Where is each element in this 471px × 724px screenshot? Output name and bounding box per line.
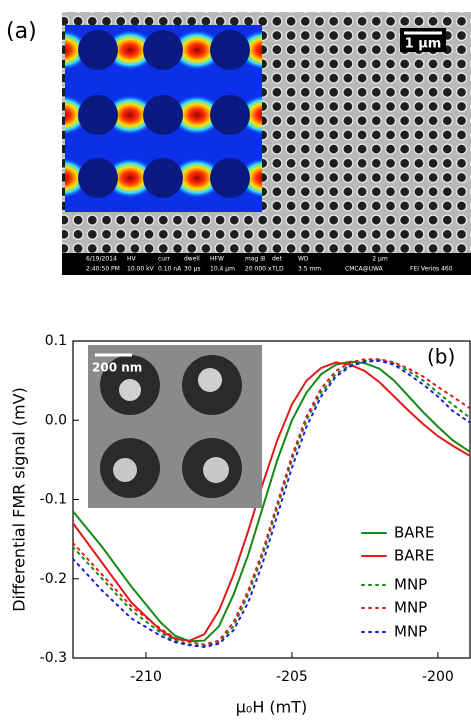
info-text: curr	[158, 256, 170, 263]
legend-label: MNP	[394, 623, 427, 641]
info-text: HV	[127, 256, 137, 263]
y-tick-label: 0.1	[45, 333, 67, 349]
info-text: HFW	[210, 256, 224, 263]
y-tick-label: -0.2	[40, 571, 67, 587]
hole	[78, 30, 118, 70]
info-text: WD	[298, 256, 309, 263]
info-text: 6/19/2014	[86, 256, 117, 263]
info-text: 10.4 μm	[210, 266, 235, 273]
hole	[78, 95, 118, 135]
hole	[210, 158, 250, 198]
x-tick-label: -210	[130, 669, 162, 685]
y-axis-label: Differential FMR signal (mV)	[10, 387, 29, 612]
field-map	[65, 25, 262, 212]
info-text: 2:40:50 PM	[86, 266, 120, 273]
series-line	[73, 358, 470, 646]
scale-bar-label: 1 μm	[405, 37, 442, 52]
hotspot	[171, 30, 223, 70]
hotspot	[104, 158, 156, 198]
hotspot	[104, 30, 156, 70]
info-text: 30 μs	[184, 266, 201, 273]
hotspot	[104, 95, 156, 135]
series-line	[73, 359, 470, 648]
hole	[210, 30, 250, 70]
info-text: 10.00 kV	[127, 266, 155, 273]
info-text: 20 000 x	[245, 266, 272, 273]
hole	[143, 95, 183, 135]
info-text: 2 μm	[372, 256, 388, 263]
y-tick-label: -0.1	[40, 492, 67, 508]
hotspot	[171, 158, 223, 198]
panel-label: (a)	[6, 19, 37, 44]
hole	[78, 158, 118, 198]
legend-label: MNP	[394, 576, 427, 594]
panel-label: (b)	[427, 345, 455, 369]
info-text: 3.5 mm	[298, 266, 321, 273]
hotspot	[171, 95, 223, 135]
series-line	[73, 360, 470, 643]
info-text: FEI Verios 460	[410, 266, 453, 273]
legend-label: BARE	[394, 524, 434, 542]
info-text: TLD	[271, 266, 284, 273]
y-tick-label: -0.3	[40, 650, 67, 666]
info-text: det	[272, 256, 283, 263]
hole	[210, 95, 250, 135]
lines	[73, 358, 470, 648]
y-tick-label: 0.0	[45, 412, 67, 428]
inset-scale-label: 200 nm	[92, 361, 142, 375]
info-text: dwell	[184, 256, 200, 263]
x-tick-label: -200	[422, 669, 454, 685]
x-axis-label: μ₀H (mT)	[236, 698, 308, 717]
info-text: CMCA@UWA	[345, 266, 384, 273]
legend-label: MNP	[394, 599, 427, 617]
hole	[143, 158, 183, 198]
series-line	[73, 359, 470, 648]
legend-label: BARE	[394, 547, 434, 565]
info-text: 0.10 nA	[158, 266, 182, 273]
x-tick-label: -205	[276, 669, 308, 685]
inset-image: 200 nm	[88, 345, 262, 508]
info-text: mag ⊞	[245, 256, 265, 263]
hole	[143, 30, 183, 70]
